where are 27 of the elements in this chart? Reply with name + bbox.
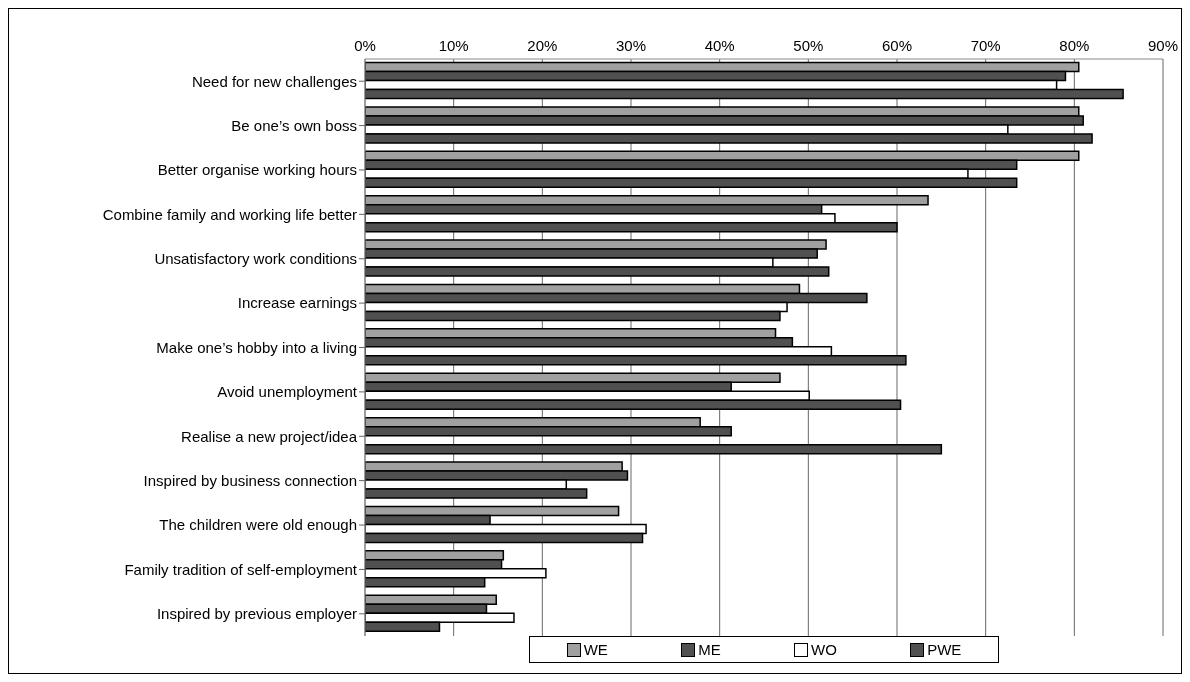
x-tick-label: 0% [354,37,376,54]
x-tick-label: 70% [970,37,1001,54]
x-tick-label: 80% [1059,37,1090,54]
x-tick-label: 10% [438,37,469,54]
x-tick-label: 20% [527,37,558,54]
y-tick-label: Need for new challenges [191,72,357,90]
legend-label: WE [583,641,608,658]
y-tick-label: Avoid unemployment [217,383,358,401]
y-tick-label: Unsatisfactory work conditions [154,250,357,268]
legend-label: WO [810,641,837,658]
x-tick-label: 40% [704,37,735,54]
y-tick-label: Better organise working hours [157,161,357,179]
y-tick-label: Combine family and working life better [102,205,357,223]
y-tick-label: Be one’s own boss [231,116,357,134]
legend-label: PWE [927,641,962,658]
y-tick-label: Inspired by previous employer [156,605,357,623]
y-tick-label: The children were old enough [159,516,357,534]
y-tick-label: Realise a new project/idea [181,427,358,445]
legend-label: ME [698,641,721,658]
x-tick-label: 90% [1147,37,1179,54]
x-tick-label: 50% [793,37,824,54]
y-tick-label: Family tradition of self-employment [124,560,358,578]
y-tick-label: Increase earnings [237,294,357,312]
x-tick-label: 60% [881,37,913,54]
y-tick-label: Inspired by business connection [143,471,357,489]
x-tick-label: 30% [615,37,647,54]
y-tick-label: Make one’s hobby into a living [156,338,357,356]
